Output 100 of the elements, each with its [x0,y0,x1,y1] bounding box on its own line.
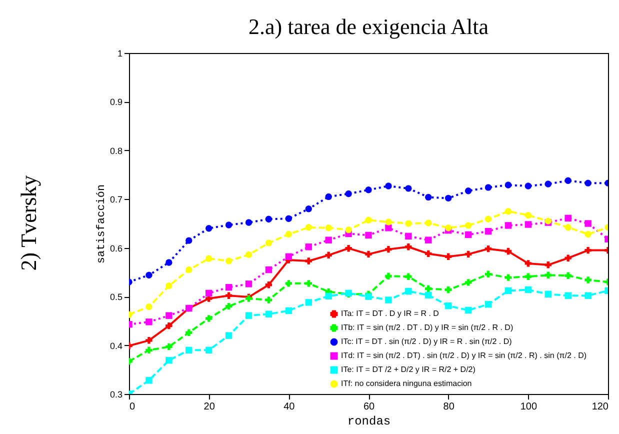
point [325,236,332,244]
point [564,254,572,262]
point [484,216,492,222]
point [265,310,272,318]
x-tick-label: 0 [130,402,136,412]
point [166,357,172,364]
y-tick-label: 0.7 [110,194,122,205]
point [504,274,512,281]
point [146,377,152,384]
point [305,244,312,250]
point [524,260,532,267]
point [464,279,472,286]
point [444,253,452,260]
point [464,231,472,238]
point [425,292,432,298]
point [584,292,592,299]
point [444,224,452,232]
point [484,228,492,235]
x-tick-label: 40 [284,402,296,412]
x-axis-title: rondas [347,414,391,428]
point [166,312,172,319]
point [305,280,312,287]
point [186,346,192,354]
point [285,230,292,238]
point [504,208,512,215]
point [584,246,592,254]
point [245,251,252,258]
point [265,282,272,288]
y-axis-title: satisfacción [96,184,108,264]
point [464,188,472,194]
point [584,220,592,227]
point [504,248,512,255]
point [146,318,152,326]
y-tick-label: 1 [117,48,122,58]
point [524,273,532,280]
point [405,244,412,250]
point [245,280,252,288]
point [166,322,172,330]
point [484,301,492,308]
point [444,302,452,310]
point [305,258,312,264]
point [225,332,232,339]
x-tick-label: 100 [520,402,538,412]
point [205,346,212,354]
point [524,286,532,294]
point [365,250,372,258]
point [205,290,212,297]
point [425,285,432,292]
point [405,232,412,240]
point [564,224,572,231]
point [265,266,272,274]
point [285,280,292,287]
point [464,306,472,314]
point [584,230,592,238]
x-tick-label: 20 [204,402,216,412]
point [166,343,172,350]
point [285,253,292,260]
point [425,236,432,244]
point [484,270,492,278]
point [365,232,372,239]
point [464,250,472,258]
point [504,222,512,229]
point [146,272,152,278]
legend-label: ITc: IT = DT . sin (π/2 . D) y IR = R . sin (π/2 . D) [341,337,512,346]
text: 2) Tversky [16,175,41,271]
point [325,193,332,200]
y-tick-label: 0.5 [110,292,122,302]
x-tick-label: 60 [363,402,375,412]
point [385,218,392,226]
point [405,273,412,280]
point [265,240,272,246]
point [564,177,572,184]
point [544,290,552,298]
point [385,296,392,304]
point [205,255,212,262]
point [584,180,592,186]
point [504,182,512,188]
point [405,185,412,192]
y-tick-label: 0.9 [110,97,122,108]
point [564,292,572,299]
legend-label: ITb: IT = sin (π/2 . DT . D) y IR = sin (π/2 . R . D) [341,323,514,332]
point [524,182,532,190]
x-tick-label: 120 [592,402,609,412]
y-tick-label: 0.3 [110,390,122,400]
point [146,303,152,310]
point [544,272,552,278]
point [345,244,352,252]
point [365,293,372,300]
point [365,216,372,224]
point [205,315,212,322]
point [225,258,232,264]
point [285,215,292,222]
point [584,276,592,284]
point [345,190,352,198]
point [385,246,392,253]
y-tick-label: 0.4 [110,340,122,351]
point [285,307,292,314]
legend-label: ITf: no considera ninguna estimacion [341,379,472,388]
point [544,262,552,268]
point [305,299,312,306]
